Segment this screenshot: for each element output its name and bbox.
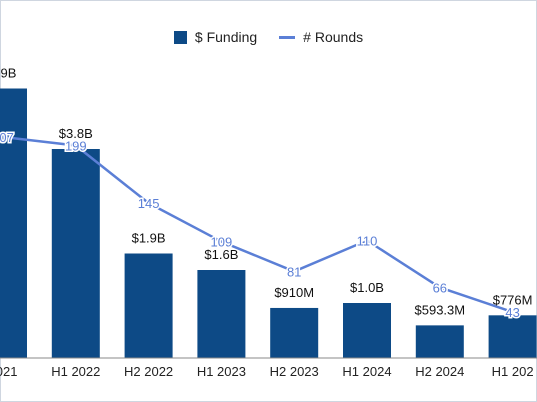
rounds-point-label-7: 43 [505, 305, 519, 320]
legend-label-rounds: # Rounds [303, 29, 364, 45]
x-tick-label-3: H1 2023 [197, 364, 246, 379]
label-layer: 4.9B 2021 $3.8B H1 2022 $1.9B H2 2022 $1.6B H1 … [0, 66, 534, 380]
rounds-point-label-4: 81 [287, 264, 301, 279]
x-tick-label-1: H1 2022 [51, 364, 100, 379]
rounds-point-label-3: 109 [211, 235, 233, 250]
legend-swatch-funding [173, 30, 187, 44]
bar-3[interactable] [197, 270, 246, 358]
rounds-point-label-5: 110 [357, 234, 378, 249]
rounds-point-halo-0: 207 [0, 130, 14, 145]
rounds-point-halo-3: 109 [211, 235, 233, 250]
bar-value-label-1: $3.8B [59, 126, 93, 141]
bar-4[interactable] [270, 307, 319, 358]
line-layer: 2072071991991451451091098181110110666643… [0, 129, 521, 322]
bar-value-label-7: $776M [493, 292, 533, 307]
bar-2[interactable] [124, 253, 173, 359]
bar-value-label-6: $593.3M [415, 302, 466, 317]
rounds-point-label-0: 207 [0, 130, 14, 145]
x-tick-label-4: H2 2023 [270, 364, 319, 379]
rounds-point-halo-1: 199 [65, 139, 87, 154]
bar-0[interactable] [0, 88, 27, 359]
bar-7[interactable] [488, 315, 537, 358]
bar-value-label-5: $1.0B [350, 280, 384, 295]
rounds-point-halo-5: 110 [357, 234, 378, 249]
rounds-point-label-1: 199 [65, 139, 87, 154]
x-tick-label-6: H2 2024 [415, 364, 464, 379]
bar-value-label-0: 4.9B [0, 66, 16, 81]
legend: $ Funding # Rounds [0, 29, 537, 45]
x-tick-label-2: H2 2022 [124, 364, 173, 379]
legend-item-rounds[interactable]: # Rounds [279, 29, 363, 45]
bar-value-label-2: $1.9B [132, 231, 166, 246]
rounds-point-label-2: 145 [138, 196, 160, 211]
bar-5[interactable] [343, 303, 391, 358]
bar-value-label-4: $910M [274, 285, 314, 300]
x-tick-label-7: H1 202 [492, 364, 534, 379]
rounds-point-halo-7: 43 [505, 305, 519, 320]
x-tick-label-5: H1 2024 [342, 364, 391, 379]
rounds-point-halo-4: 81 [287, 264, 301, 279]
legend-swatch-rounds [279, 35, 296, 39]
bars-layer [0, 88, 537, 359]
rounds-point-label-6: 66 [433, 280, 447, 295]
legend-label-funding: $ Funding [194, 29, 258, 45]
rounds-point-halo-2: 145 [138, 196, 160, 211]
rounds-point-halo-6: 66 [433, 280, 447, 295]
bar-value-label-3: $1.6B [204, 247, 238, 262]
bar-6[interactable] [415, 325, 464, 358]
bar-1[interactable] [51, 149, 100, 358]
x-tick-label-0: 2021 [0, 364, 17, 379]
rounds-line [2, 135, 513, 314]
legend-item-funding[interactable]: $ Funding [173, 29, 258, 45]
